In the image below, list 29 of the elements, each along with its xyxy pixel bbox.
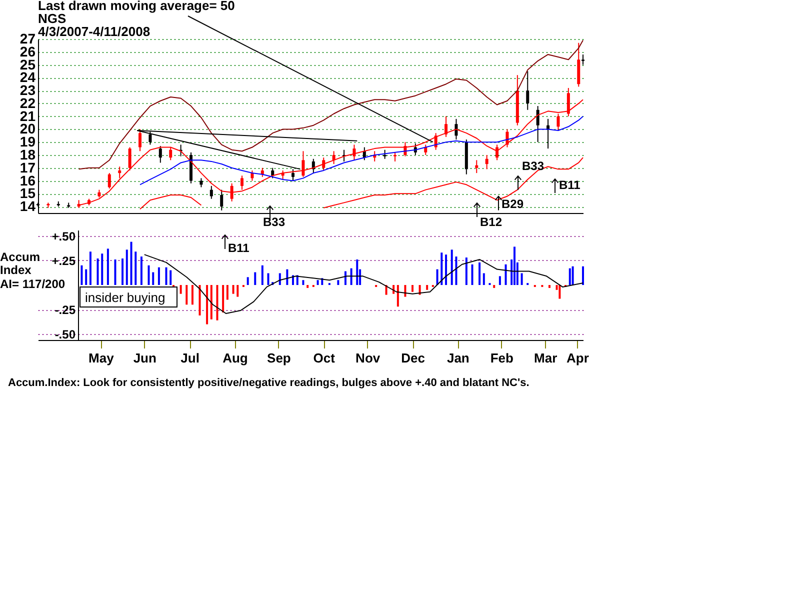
annotation: B11 — [559, 178, 581, 192]
y-tick-label: +.50 — [52, 229, 76, 244]
x-tick-label: Mar — [534, 350, 558, 366]
x-tick-label: Aug — [222, 350, 248, 366]
x-tick-label: Jul — [180, 350, 200, 366]
x-tick-label: Oct — [313, 350, 336, 366]
annotation: B33 — [522, 159, 544, 173]
x-tick-label: Dec — [401, 350, 425, 366]
x-tick-label: Feb — [490, 350, 514, 366]
annotation: Last drawn moving average= 50 — [38, 0, 235, 13]
x-tick-label: Nov — [356, 350, 381, 366]
y-tick-label: -.50 — [54, 328, 76, 342]
text: Accum.Index: Look for consistently positive/negative readings, bulges above +.40 and blatant NC's. — [8, 377, 530, 389]
x-tick-label: Apr — [566, 350, 589, 366]
annotation: B11 — [228, 241, 250, 255]
annotation: B29 — [501, 197, 524, 212]
text: B33 — [263, 215, 286, 229]
text: B12 — [480, 215, 502, 229]
x-tick-label: Jun — [133, 350, 156, 366]
y-tick-label: -.25 — [54, 303, 76, 318]
annotation: insider buying — [85, 290, 166, 305]
chart-subtitle: 4/3/2007-4/11/2008 — [38, 24, 150, 39]
chart-title: NGS — [38, 11, 66, 26]
annotation: AI= 117/200 — [0, 277, 66, 291]
y-tick-label: +.25 — [52, 254, 76, 268]
x-tick-label: May — [88, 350, 115, 366]
x-tick-label: Sep — [267, 350, 291, 366]
x-tick-label: Jan — [446, 350, 470, 366]
y-axis-title: Accum Index — [0, 250, 40, 277]
